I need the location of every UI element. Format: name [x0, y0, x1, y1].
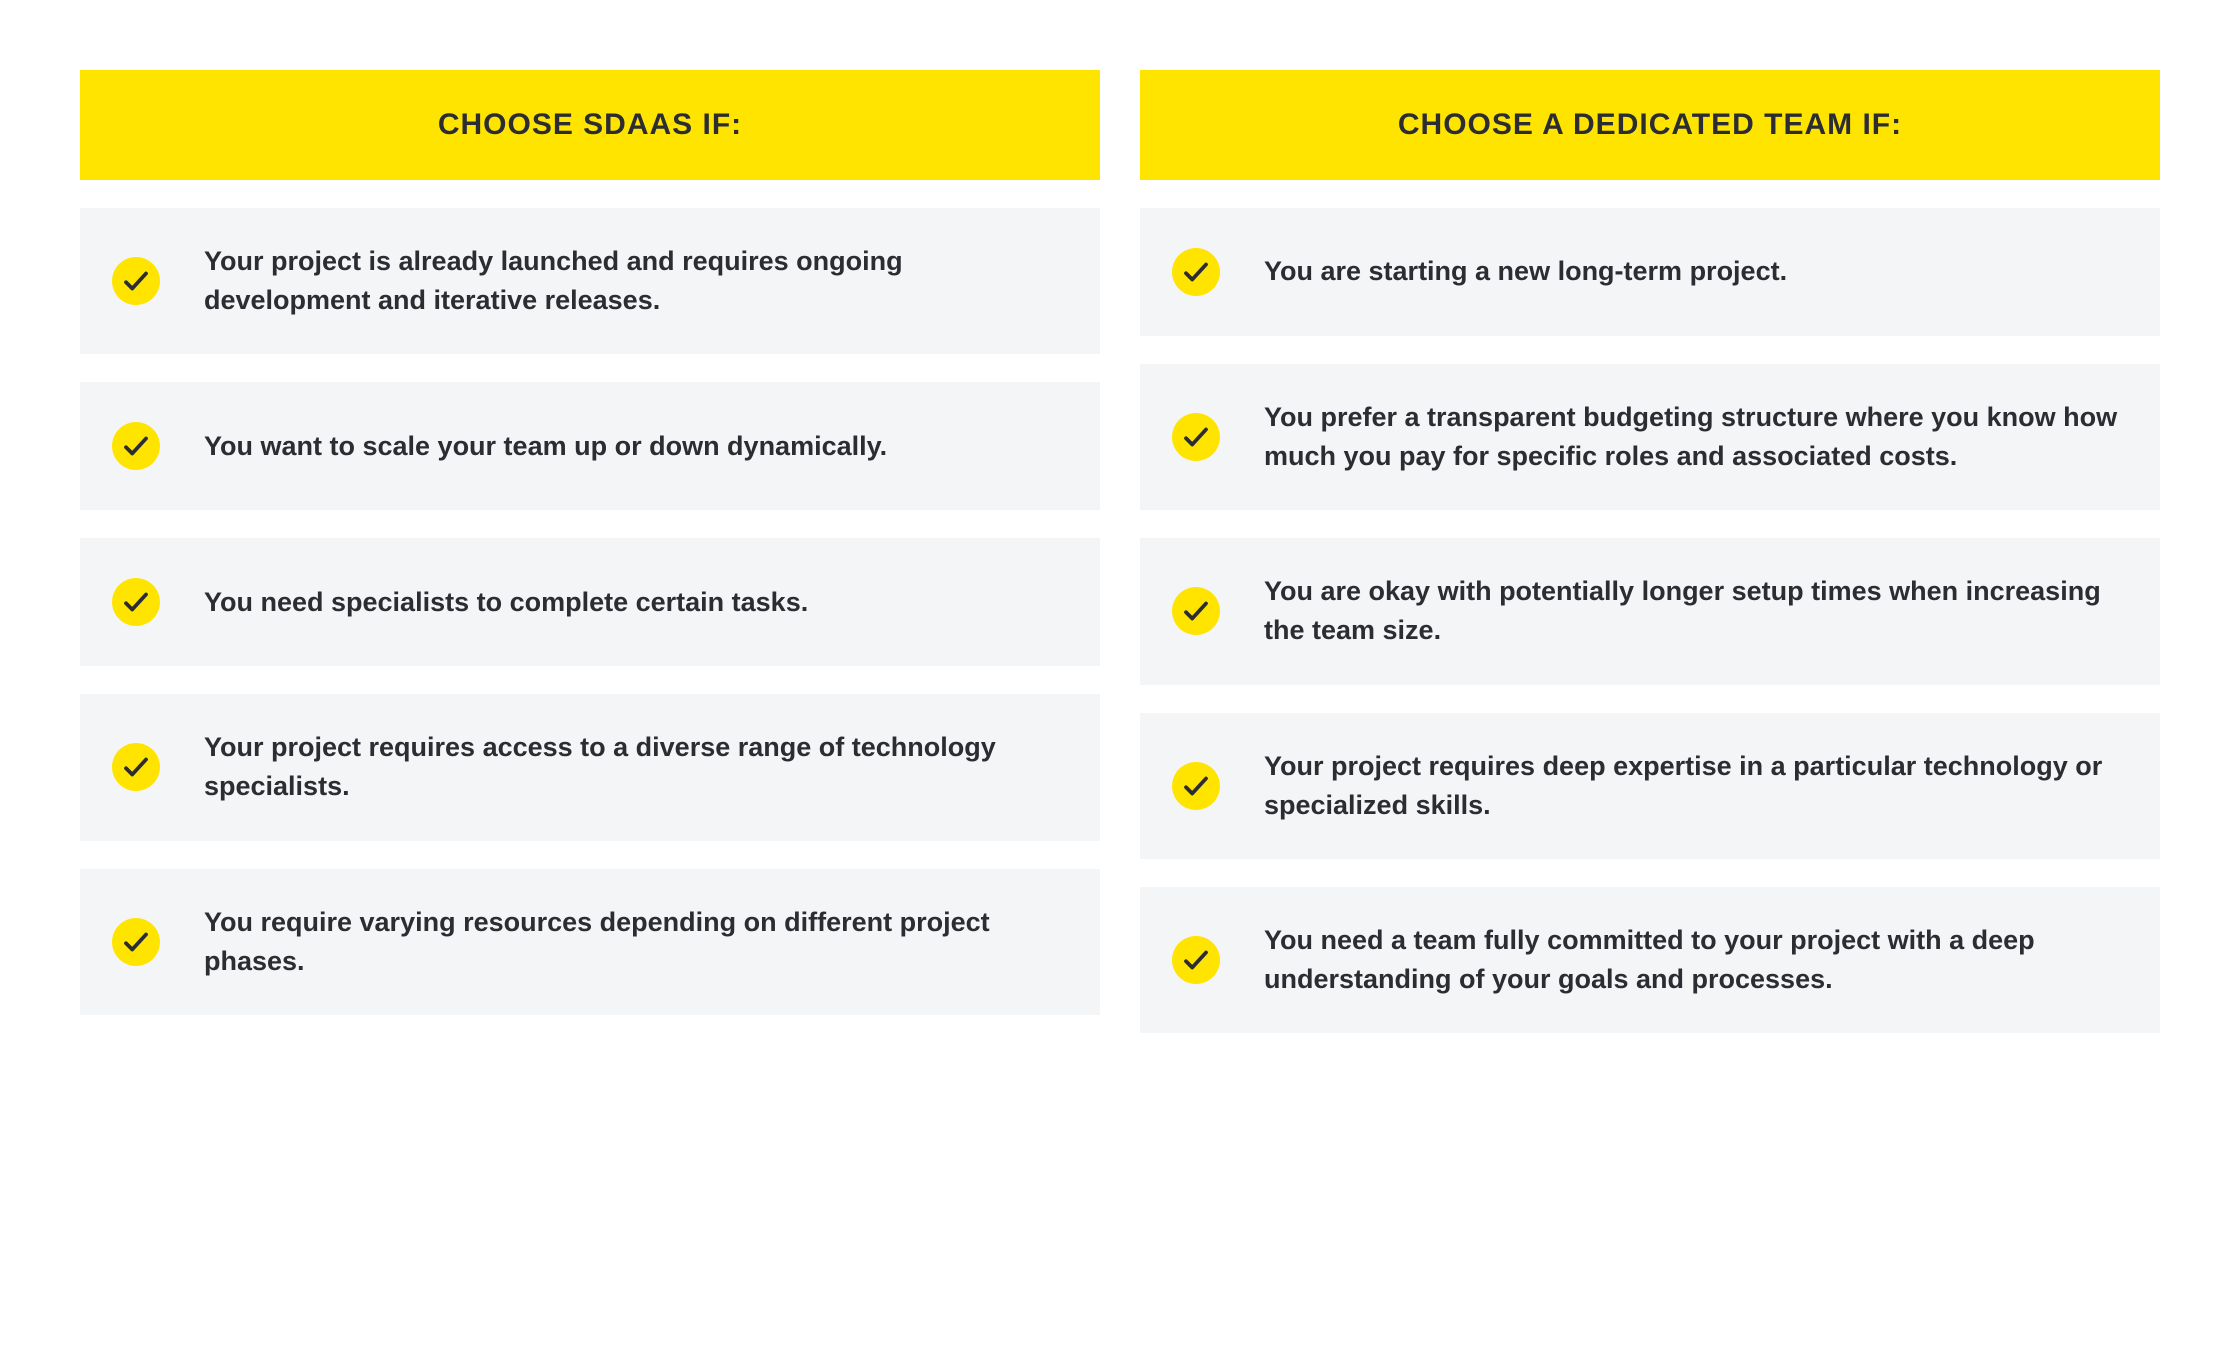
check-icon [112, 422, 160, 470]
item-text: Your project is already launched and req… [204, 242, 1060, 320]
column-header-dedicated: CHOOSE A DEDICATED TEAM IF: [1140, 70, 2160, 180]
list-item: You are okay with potentially longer set… [1140, 538, 2160, 684]
list-item: You want to scale your team up or down d… [80, 382, 1100, 510]
column-header-sdaas: CHOOSE SDAAS IF: [80, 70, 1100, 180]
check-icon [112, 578, 160, 626]
column-dedicated: CHOOSE A DEDICATED TEAM IF: You are star… [1140, 70, 2160, 1033]
item-text: You are okay with potentially longer set… [1264, 572, 2120, 650]
list-item: You are starting a new long-term project… [1140, 208, 2160, 336]
check-icon [1172, 762, 1220, 810]
list-item: Your project requires access to a divers… [80, 694, 1100, 840]
check-icon [112, 257, 160, 305]
check-icon [112, 743, 160, 791]
item-text: You need a team fully committed to your … [1264, 921, 2120, 999]
check-icon [1172, 248, 1220, 296]
comparison-wrapper: CHOOSE SDAAS IF: Your project is already… [80, 70, 2160, 1033]
check-icon [1172, 413, 1220, 461]
item-text: You need specialists to complete certain… [204, 583, 808, 622]
list-item: You need a team fully committed to your … [1140, 887, 2160, 1033]
list-item: You prefer a transparent budgeting struc… [1140, 364, 2160, 510]
item-text: You require varying resources depending … [204, 903, 1060, 981]
item-text: Your project requires deep expertise in … [1264, 747, 2120, 825]
item-text: Your project requires access to a divers… [204, 728, 1060, 806]
check-icon [1172, 936, 1220, 984]
list-item: You require varying resources depending … [80, 869, 1100, 1015]
column-sdaas: CHOOSE SDAAS IF: Your project is already… [80, 70, 1100, 1033]
list-item: You need specialists to complete certain… [80, 538, 1100, 666]
list-item: Your project requires deep expertise in … [1140, 713, 2160, 859]
check-icon [112, 918, 160, 966]
item-text: You are starting a new long-term project… [1264, 252, 1787, 291]
list-item: Your project is already launched and req… [80, 208, 1100, 354]
check-icon [1172, 587, 1220, 635]
item-text: You want to scale your team up or down d… [204, 427, 887, 466]
item-text: You prefer a transparent budgeting struc… [1264, 398, 2120, 476]
